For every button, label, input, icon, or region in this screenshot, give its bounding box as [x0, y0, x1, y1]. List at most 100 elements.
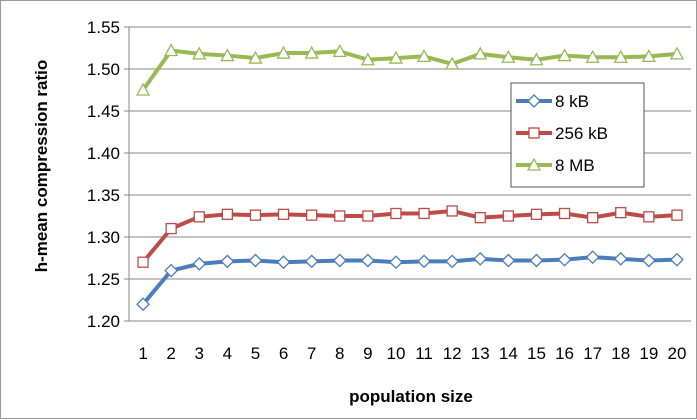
- x-axis-title: population size: [349, 387, 473, 406]
- gridlines: [124, 26, 691, 322]
- data-point: [643, 211, 655, 223]
- data-point: [558, 207, 571, 220]
- data-point: [670, 252, 684, 267]
- y-tick-label: 1.50: [87, 60, 120, 79]
- x-tick-label: 7: [307, 344, 316, 363]
- x-tick-label: 6: [279, 344, 288, 363]
- legend-entry: 8 kB: [516, 92, 589, 111]
- x-tick-label: 19: [639, 344, 658, 363]
- data-point: [332, 253, 347, 268]
- x-tick-label: 8: [335, 344, 344, 363]
- data-point: [446, 205, 458, 217]
- x-tick-label: 5: [251, 344, 260, 363]
- data-point: [221, 208, 234, 220]
- x-tick-label: 1: [138, 344, 147, 363]
- data-point: [417, 254, 431, 269]
- x-tick-label: 4: [223, 344, 232, 363]
- data-point: [249, 209, 262, 221]
- data-point: [613, 251, 628, 266]
- x-tick-label: 20: [667, 344, 686, 363]
- x-tick-label: 2: [166, 344, 175, 363]
- data-point: [135, 82, 151, 96]
- data-point: [501, 253, 516, 268]
- series-line: [141, 48, 678, 92]
- data-point: [192, 256, 207, 271]
- data-point: [641, 49, 656, 63]
- y-tick-label: 1.30: [87, 228, 120, 247]
- x-tick-label: 16: [555, 344, 574, 363]
- data-point: [276, 255, 291, 270]
- series-line: [141, 255, 678, 306]
- legend-label: 8 MB: [555, 156, 595, 175]
- data-point: [557, 48, 572, 62]
- data-point: [332, 44, 347, 58]
- data-point: [502, 210, 515, 222]
- data-point: [585, 250, 600, 265]
- x-tick-label: 12: [443, 344, 462, 363]
- x-tick-label: 14: [499, 344, 518, 363]
- data-point: [192, 46, 207, 60]
- data-point: [615, 206, 627, 219]
- legend-label: 8 kB: [555, 92, 589, 111]
- legend-entry: 8 MB: [516, 156, 595, 175]
- data-point: [193, 211, 205, 223]
- legend: 8 kB 256 kB 8 MB: [510, 82, 645, 188]
- y-axis-title: h-mean compression ratio: [32, 60, 51, 273]
- data-point: [418, 207, 430, 220]
- x-tick-label: 9: [363, 344, 372, 363]
- data-point: [445, 56, 460, 70]
- x-tick-label: 13: [471, 344, 490, 363]
- data-point: [360, 52, 375, 66]
- y-tick-label: 1.20: [87, 312, 120, 331]
- data-point: [557, 252, 572, 267]
- data-point: [388, 50, 404, 64]
- x-tick-label: 15: [527, 344, 546, 363]
- data-point: [529, 52, 544, 66]
- data-point: [305, 209, 318, 221]
- legend-entry: 256 kB: [516, 124, 608, 143]
- data-point: [362, 210, 374, 222]
- x-tick-label: 10: [386, 344, 405, 363]
- data-point: [473, 251, 488, 266]
- data-point: [220, 48, 235, 62]
- series-group: [135, 43, 685, 312]
- data-point: [501, 49, 516, 63]
- data-point: [137, 256, 149, 268]
- data-point: [334, 210, 346, 222]
- data-point: [389, 255, 403, 270]
- data-point: [360, 253, 375, 268]
- x-tick-labels: 1 2 3 4 5 6 7 8 9 10 11 12 13 14 15 16 17 18 19 20: [138, 344, 686, 363]
- data-point: [136, 297, 150, 312]
- data-point: [220, 254, 235, 269]
- data-point: [416, 49, 432, 63]
- data-point: [585, 49, 600, 63]
- data-point: [390, 207, 402, 220]
- x-tick-label: 3: [195, 344, 204, 363]
- data-point: [165, 222, 177, 235]
- x-tick-label: 18: [611, 344, 630, 363]
- data-point: [529, 253, 544, 268]
- y-tick-labels: 1.20 1.25 1.30 1.35 1.40 1.45 1.50 1.55: [87, 18, 120, 331]
- data-point: [587, 212, 599, 224]
- y-tick-label: 1.45: [87, 102, 120, 121]
- legend-marker: [526, 157, 542, 171]
- data-point: [276, 45, 291, 59]
- series-8-kb: [136, 250, 684, 312]
- data-point: [445, 254, 460, 269]
- data-point: [304, 254, 319, 269]
- legend-marker: [528, 127, 540, 139]
- data-point: [248, 253, 263, 268]
- data-point: [473, 46, 488, 60]
- x-tick-label: 11: [415, 344, 433, 363]
- legend-label: 256 kB: [555, 124, 608, 143]
- series-8-mb: [135, 43, 685, 96]
- data-point: [164, 263, 179, 278]
- data-point: [530, 208, 543, 220]
- series-256-kb: [137, 205, 683, 268]
- y-tick-label: 1.40: [87, 144, 120, 163]
- legend-marker: [527, 94, 541, 108]
- y-tick-label: 1.35: [87, 186, 120, 205]
- data-point: [641, 253, 656, 268]
